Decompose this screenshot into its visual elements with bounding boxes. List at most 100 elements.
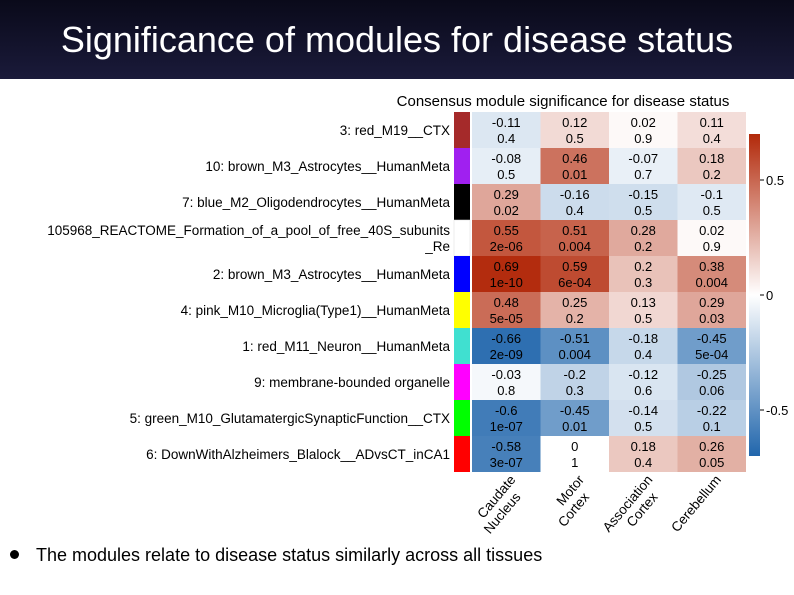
cell-value-label: -0.15 — [628, 187, 658, 202]
cell-pvalue-label: 5e-04 — [695, 347, 728, 362]
module-color-swatch — [454, 256, 470, 292]
cell-value-label: -0.66 — [491, 331, 521, 346]
heatmap-cell — [540, 400, 609, 436]
heatmap-cell — [609, 292, 678, 328]
heatmap-cell — [677, 112, 746, 148]
cell-value-label: 0.46 — [562, 151, 587, 166]
heatmap-cell — [540, 220, 609, 256]
cell-pvalue-label: 0.06 — [699, 383, 724, 398]
cell-pvalue-label: 0.2 — [703, 167, 721, 182]
cell-pvalue-label: 0.004 — [558, 239, 591, 254]
heatmap-cell — [472, 328, 541, 364]
row-label: 7: blue_M2_Oligodendrocytes__HumanMeta — [182, 195, 450, 210]
module-color-swatch — [453, 219, 471, 257]
module-color-swatch — [454, 364, 470, 400]
cell-pvalue-label: 0.5 — [634, 419, 652, 434]
cell-pvalue-label: 0.01 — [562, 419, 587, 434]
heatmap-cell — [472, 148, 541, 184]
cell-value-label: 0.12 — [562, 115, 587, 130]
bullet-dot — [10, 550, 19, 559]
heatmap-cell — [472, 400, 541, 436]
cell-pvalue-label: 0.004 — [695, 275, 728, 290]
cell-value-label: -0.08 — [491, 151, 521, 166]
heatmap-cell — [677, 364, 746, 400]
heatmap-cell — [677, 292, 746, 328]
cell-value-label: 0.55 — [494, 223, 519, 238]
cell-pvalue-label: 0.03 — [699, 311, 724, 326]
heatmap-cell — [540, 364, 609, 400]
cell-value-label: -0.2 — [564, 367, 586, 382]
cell-value-label: -0.51 — [560, 331, 590, 346]
heatmap-cell — [472, 220, 541, 256]
colorbar-tick-label: 0 — [766, 288, 773, 303]
cell-value-label: -0.18 — [628, 331, 658, 346]
heatmap-cell — [472, 292, 541, 328]
cell-value-label: 0.13 — [631, 295, 656, 310]
cell-pvalue-label: 0.4 — [703, 131, 721, 146]
module-color-swatch — [454, 112, 470, 148]
cell-pvalue-label: 6e-04 — [558, 275, 591, 290]
cell-value-label: 0.18 — [631, 439, 656, 454]
cell-value-label: -0.45 — [697, 331, 727, 346]
cell-pvalue-label: 0.7 — [634, 167, 652, 182]
cell-value-label: -0.11 — [492, 115, 521, 130]
cell-value-label: 0.28 — [631, 223, 656, 238]
heatmap-cell — [472, 256, 541, 292]
row-label: 4: pink_M10_Microglia(Type1)__HumanMeta — [181, 303, 451, 318]
cell-value-label: 0.69 — [494, 259, 519, 274]
heatmap-cell — [609, 220, 678, 256]
cell-value-label: 0.29 — [699, 295, 724, 310]
cell-value-label: -0.25 — [697, 367, 727, 382]
cell-pvalue-label: 0.1 — [703, 419, 721, 434]
heatmap-cell — [609, 400, 678, 436]
column-label: MotorCortex — [544, 472, 599, 530]
heatmap-cell — [609, 256, 678, 292]
heatmap-chart: Consensus module significance for diseas… — [47, 93, 788, 537]
cell-pvalue-label: 0.5 — [497, 167, 515, 182]
cell-value-label: 0.02 — [699, 223, 724, 238]
bullet-text: The modules relate to disease status sim… — [36, 545, 543, 565]
heatmap-cell — [677, 400, 746, 436]
chart-title: Consensus module significance for diseas… — [397, 93, 730, 110]
cell-value-label: -0.22 — [697, 403, 727, 418]
cell-pvalue-label: 0.3 — [634, 275, 652, 290]
cell-pvalue-label: 0.6 — [634, 383, 652, 398]
cell-pvalue-label: 0.5 — [566, 131, 584, 146]
cell-pvalue-label: 3e-07 — [490, 455, 523, 470]
cell-pvalue-label: 1e-07 — [490, 419, 523, 434]
colorbar-tick-label: 0.5 — [766, 173, 784, 188]
row-label: 105968_REACTOME_Formation_of_a_pool_of_f… — [47, 223, 450, 254]
heatmap-cell — [609, 184, 678, 220]
cell-pvalue-label: 0.3 — [566, 383, 584, 398]
cell-pvalue-label: 0.5 — [634, 311, 652, 326]
heatmap-cell — [677, 184, 746, 220]
row-label: 3: red_M19__CTX — [340, 123, 450, 138]
heatmap-cell — [540, 256, 609, 292]
cell-value-label: 0.18 — [699, 151, 724, 166]
cell-value-label: -0.6 — [495, 403, 517, 418]
cell-value-label: 0.48 — [494, 295, 519, 310]
row-label: 10: brown_M3_Astrocytes__HumanMeta — [205, 159, 450, 174]
heatmap-cell — [609, 364, 678, 400]
cell-value-label: -0.45 — [560, 403, 590, 418]
module-color-swatch — [454, 328, 470, 364]
cell-value-label: -0.1 — [701, 187, 723, 202]
heatmap-cell — [472, 184, 541, 220]
column-label: CaudateNucleus — [469, 472, 530, 536]
cell-pvalue-label: 0.5 — [634, 203, 652, 218]
cell-value-label: 0 — [571, 439, 578, 454]
slide-title: Significance of modules for disease stat… — [60, 19, 734, 60]
cell-pvalue-label: 0.4 — [566, 203, 584, 218]
module-color-swatch — [454, 292, 470, 328]
cell-pvalue-label: 0.004 — [558, 347, 591, 362]
heatmap-cell — [609, 148, 678, 184]
row-label: 1: red_M11_Neuron__HumanMeta — [242, 339, 450, 354]
cell-value-label: 0.26 — [699, 439, 724, 454]
colorbar-tick-label: -0.5 — [766, 403, 788, 418]
cell-pvalue-label: 0.4 — [497, 131, 515, 146]
cell-pvalue-label: 5e-05 — [490, 311, 523, 326]
row-label: 2: brown_M3_Astrocytes__HumanMeta — [213, 267, 451, 282]
cell-pvalue-label: 0.9 — [634, 131, 652, 146]
cell-pvalue-label: 2e-09 — [490, 347, 523, 362]
heatmap-cell — [609, 328, 678, 364]
